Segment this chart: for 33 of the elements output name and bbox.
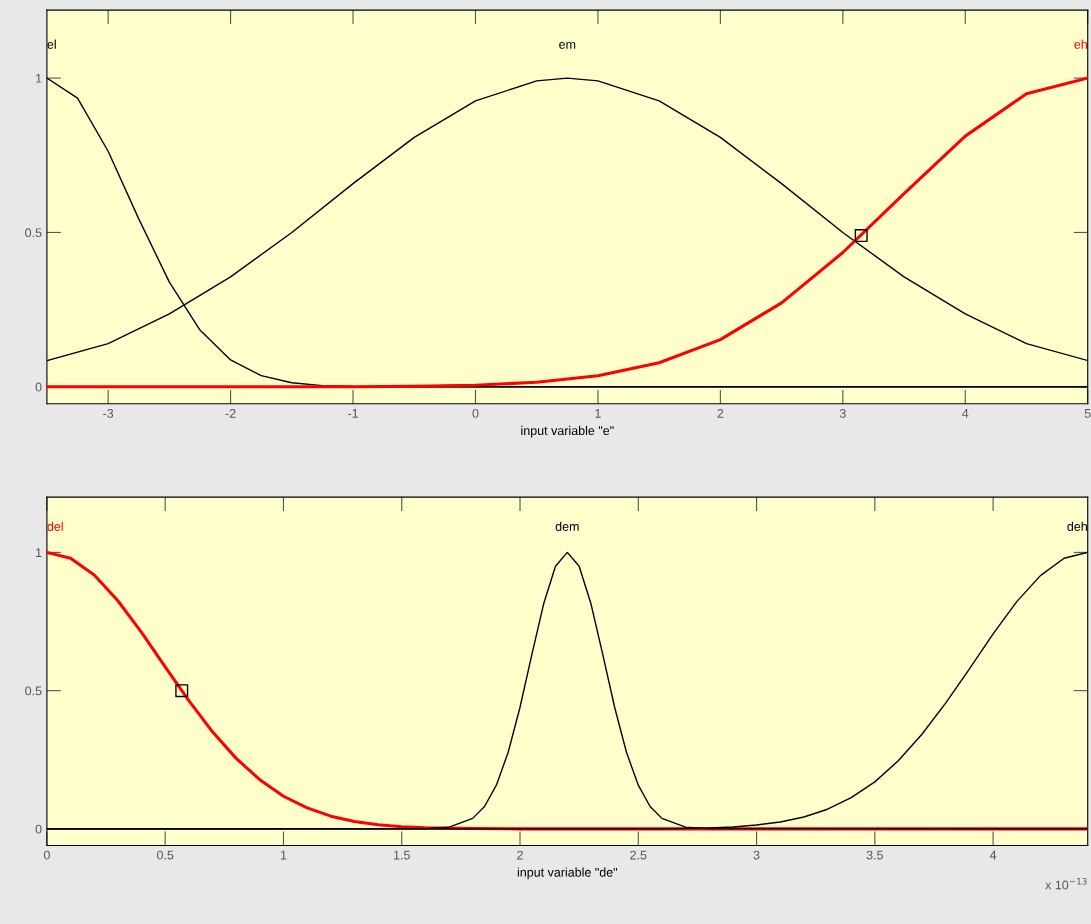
- text: x 10$^{−13}$: [1045, 877, 1087, 890]
- x-tick-label: 3: [753, 850, 760, 860]
- x-tick-label: 0: [43, 850, 50, 860]
- y-tick-label: 1: [36, 548, 42, 557]
- x-axis-title: input variable "de": [517, 867, 618, 880]
- x-tick-label: 3.5: [866, 850, 883, 860]
- y-tick-label: 1: [36, 74, 42, 83]
- x-tick-label: 1: [595, 409, 601, 418]
- x-tick-label: 3: [839, 408, 846, 418]
- x-tick-label: 2.5: [630, 850, 647, 860]
- y-tick-label: 0.5: [25, 228, 42, 238]
- x-tick-label: -1: [348, 409, 358, 418]
- x-tick-label: 4: [989, 850, 997, 860]
- y-tick-label: 0.5: [25, 686, 42, 696]
- x-tick-label: -2: [225, 408, 236, 418]
- x-tick-label: 0: [472, 408, 479, 418]
- x-tick-label: 1: [280, 850, 287, 860]
- x-tick-label: 2: [717, 408, 724, 418]
- series-label: deh: [1067, 521, 1087, 531]
- x-tick-label: 4: [962, 409, 969, 418]
- text: el: [47, 39, 56, 49]
- x-tick-label: 5: [1084, 409, 1091, 418]
- x-axis-title: input variable "e": [521, 425, 614, 438]
- text: em: [559, 41, 576, 49]
- series-label: dem: [555, 521, 579, 531]
- x-tick-label: -3: [103, 408, 114, 418]
- x-tick-label: 0.5: [156, 850, 174, 860]
- y-tick-label: 0: [35, 382, 42, 392]
- y-tick-label: 0: [35, 824, 42, 834]
- text: eh: [1074, 39, 1087, 49]
- series-label: del: [47, 521, 63, 531]
- x-tick-label: 1.5: [394, 850, 410, 860]
- x-tick-label: 2: [517, 850, 523, 860]
